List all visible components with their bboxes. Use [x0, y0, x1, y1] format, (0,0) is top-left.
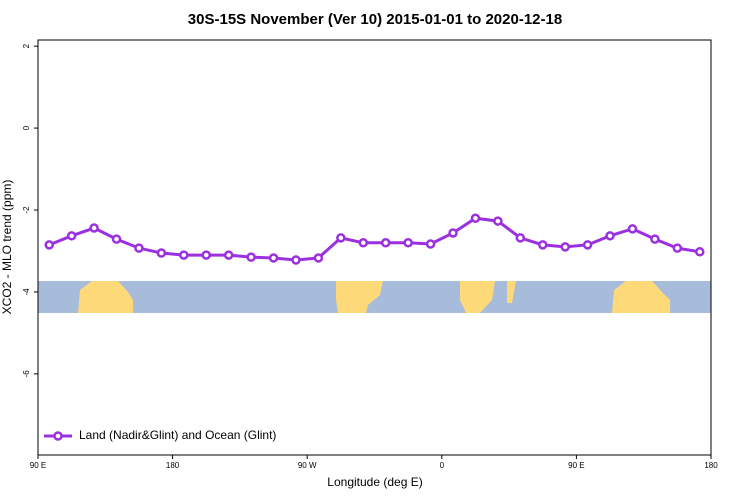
map-strip	[38, 281, 711, 313]
point	[672, 243, 683, 253]
legend-marker	[53, 431, 63, 441]
point	[201, 250, 211, 260]
point	[44, 240, 54, 250]
point	[380, 238, 391, 248]
point	[627, 224, 638, 234]
point	[336, 233, 346, 243]
point	[425, 239, 436, 249]
point	[695, 247, 705, 257]
point	[605, 231, 615, 241]
point	[134, 243, 144, 253]
point	[582, 240, 593, 250]
x-tick-label: 90 E	[30, 461, 46, 470]
point	[179, 250, 189, 260]
point	[493, 216, 503, 226]
x-tick-label: 90 W	[298, 461, 317, 470]
point	[223, 250, 234, 260]
y-tick-label: -6	[22, 370, 31, 378]
point	[470, 213, 481, 223]
point	[403, 238, 413, 248]
x-tick-label: 0	[440, 461, 445, 470]
point	[358, 238, 369, 248]
point	[650, 234, 660, 244]
series-line	[48, 216, 701, 262]
point	[538, 240, 548, 250]
y-tick-label: 0	[22, 125, 31, 130]
point	[268, 253, 279, 263]
y-axis-label: XCO2 - MLO trend (ppm)	[0, 180, 14, 315]
x-tick-label: 90 E	[568, 461, 584, 470]
point	[515, 233, 526, 243]
y-tick-label: -2	[22, 206, 31, 214]
point	[89, 223, 99, 233]
point	[448, 228, 458, 238]
point	[313, 253, 324, 263]
point	[246, 252, 256, 262]
point	[66, 231, 77, 241]
plot-frame	[37, 39, 712, 456]
x-axis-label: Longitude (deg E)	[327, 475, 422, 489]
y-tick-label: -4	[22, 288, 31, 296]
legend-label: Land (Nadir&Glint) and Ocean (Glint)	[79, 428, 276, 442]
chart-title: 30S-15S November (Ver 10) 2015-01-01 to …	[188, 11, 562, 28]
x-tick-label: 180	[166, 461, 180, 470]
point	[156, 248, 167, 258]
point	[560, 242, 570, 252]
point	[291, 255, 301, 265]
point	[111, 234, 122, 244]
x-tick-label: 180	[704, 461, 718, 470]
y-tick-label: 2	[22, 43, 31, 48]
